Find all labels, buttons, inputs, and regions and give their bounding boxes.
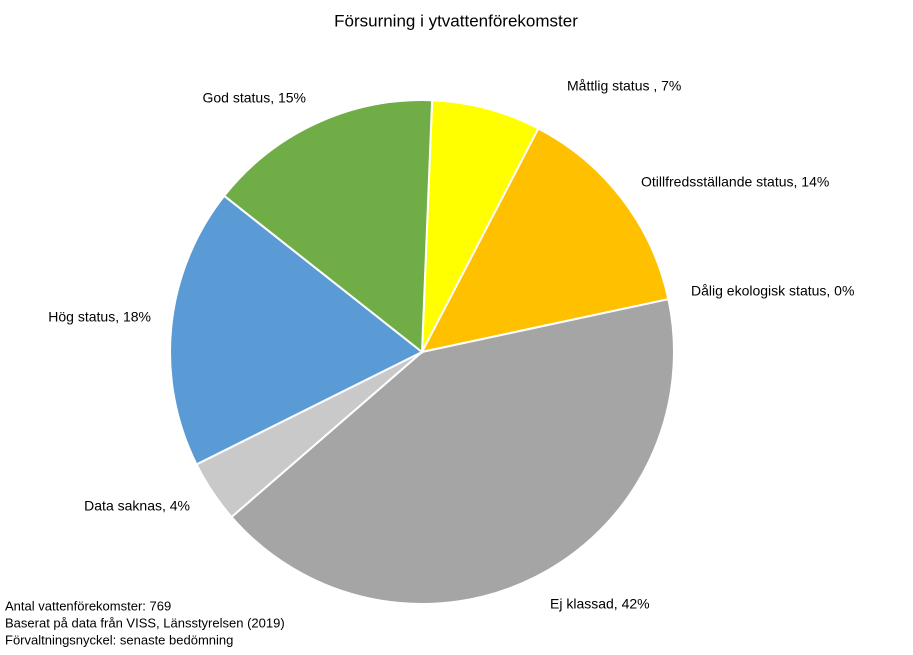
data-label: Hög status, 18% [48, 309, 151, 325]
pie-slice [420, 127, 670, 354]
data-label: God status, 15% [202, 90, 306, 106]
chart-title: Försurning i ytvattenförekomster [334, 11, 578, 30]
pie-slice [169, 194, 424, 466]
note: Baserat på data från VISS, Länsstyrelsen… [5, 615, 285, 630]
note: Antal vattenförekomster: 769 [5, 598, 171, 613]
data-label: Ej klassad, 42% [550, 596, 650, 612]
data-label: Otillfredsställande status, 14% [641, 174, 829, 190]
data-label: Data saknas, 4% [84, 498, 190, 514]
note: Förvaltningsnyckel: senaste bedömning [5, 632, 233, 647]
pie-slice [230, 297, 675, 605]
data-label: Dålig ekologisk status, 0% [691, 283, 854, 299]
pie-slice [421, 99, 540, 353]
data-label: Måttlig status , 7% [567, 78, 681, 94]
pie-slice [222, 99, 434, 355]
